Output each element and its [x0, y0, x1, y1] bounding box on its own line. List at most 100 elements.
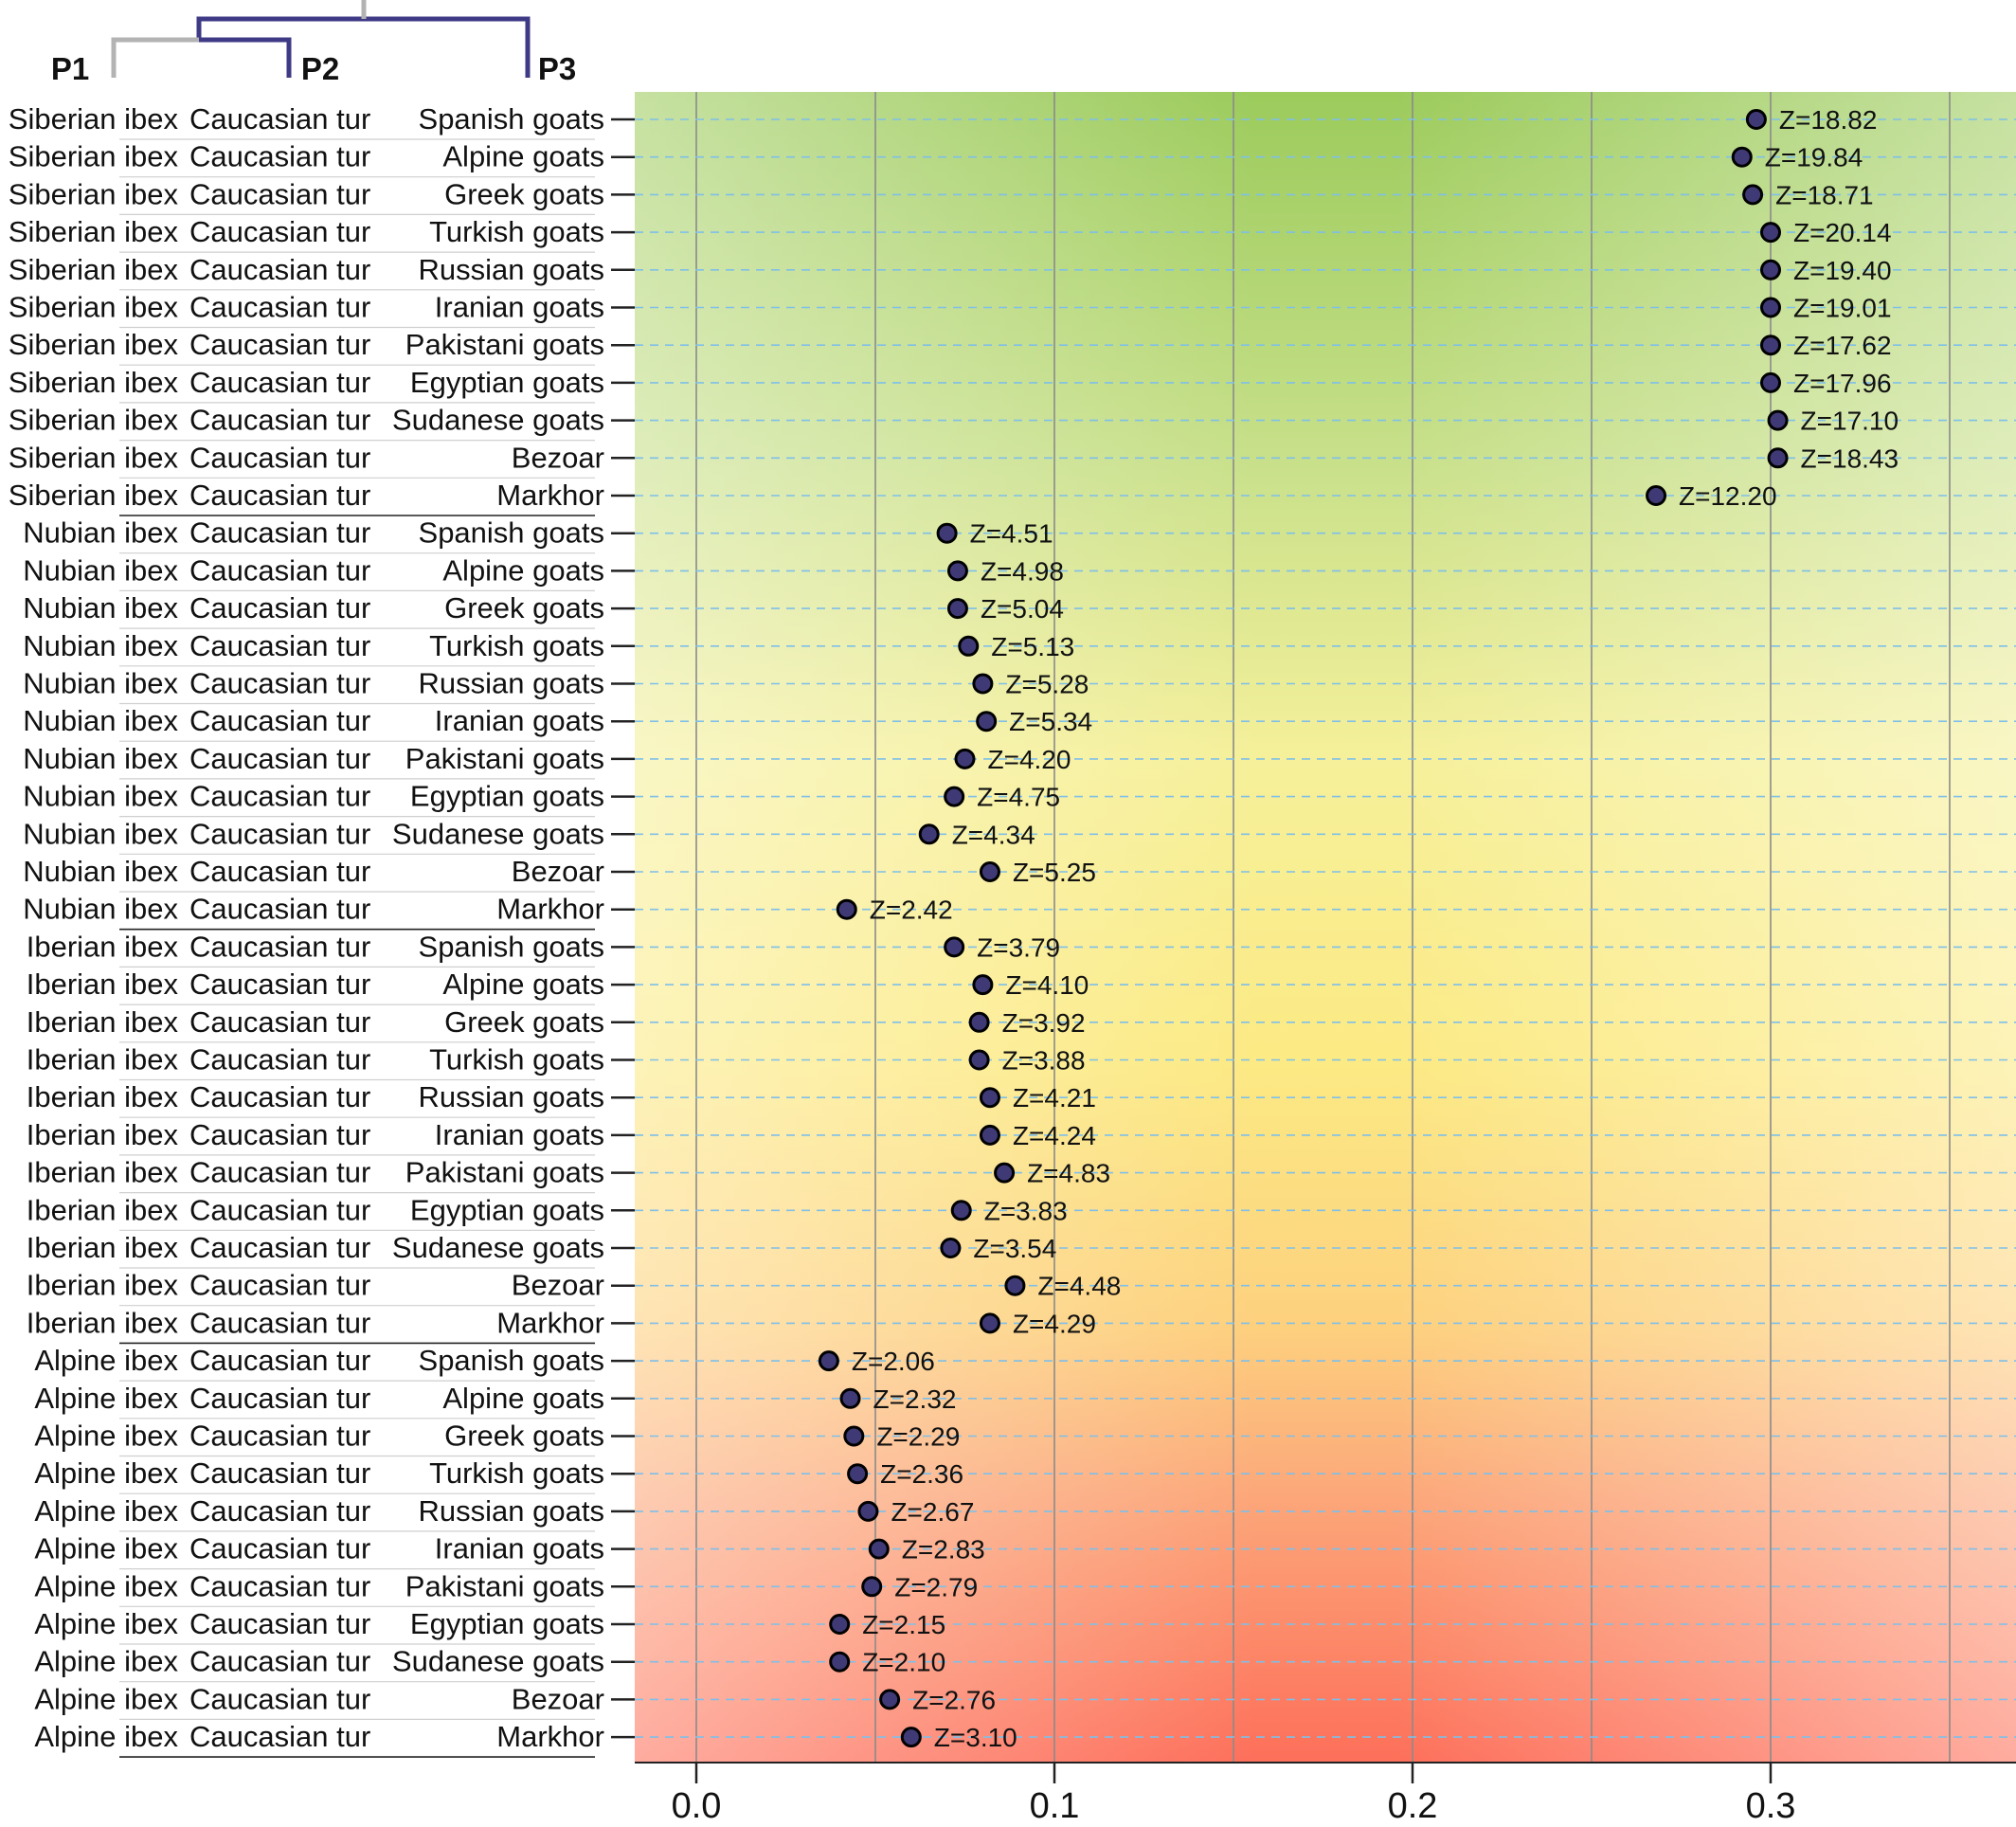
row-label-p3: Greek goats — [444, 1420, 604, 1453]
z-score-label: Z=4.20 — [988, 745, 1071, 774]
x-axis: 0.0 0.1 0.2 0.3 — [635, 1762, 2016, 1826]
row-label-p1: Nubian ibex — [23, 629, 178, 662]
data-point — [1767, 409, 1789, 431]
z-score-label: Z=20.14 — [1793, 218, 1892, 247]
z-score-label: Z=5.04 — [981, 594, 1064, 624]
row-label-p1: Iberian ibex — [27, 968, 179, 1001]
z-score-label: Z=18.71 — [1775, 180, 1874, 209]
data-point — [979, 1124, 1000, 1146]
row-label-p1: Iberian ibex — [27, 1118, 179, 1151]
row-label-p3: Pakistani goats — [405, 1569, 604, 1602]
x-tick-label: 0.3 — [1746, 1786, 1796, 1826]
row-label-p3: Sudanese goats — [392, 817, 604, 850]
data-point — [1760, 297, 1781, 318]
row-label-p1: Siberian ibex — [9, 366, 179, 399]
row-label-p1: Iberian ibex — [27, 1043, 179, 1076]
z-score-label: Z=5.34 — [1009, 707, 1092, 736]
row-label-p3: Sudanese goats — [392, 404, 604, 437]
row-label-p2: Caucasian tur — [189, 1494, 370, 1528]
row-label-p1: Siberian ibex — [9, 404, 179, 437]
row-label-p2: Caucasian tur — [189, 1720, 370, 1753]
row-label-p3: Markhor — [496, 479, 604, 512]
row-label-p1: Alpine ibex — [34, 1645, 178, 1678]
row-label-p3: Turkish goats — [429, 1456, 604, 1490]
z-score-label: Z=3.54 — [973, 1234, 1056, 1263]
row-label-p1: Nubian ibex — [23, 742, 178, 775]
x-tick-label: 0.0 — [672, 1786, 722, 1826]
data-point — [979, 1087, 1000, 1109]
row-label-p2: Caucasian tur — [189, 1420, 370, 1453]
z-score-label: Z=2.10 — [862, 1648, 945, 1677]
row-label-p1: Nubian ibex — [23, 667, 178, 700]
row-label-p1: Iberian ibex — [27, 1080, 179, 1113]
row-label-p2: Caucasian tur — [189, 1193, 370, 1226]
row-label-p2: Caucasian tur — [189, 817, 370, 850]
row-label-p3: Bezoar — [512, 1269, 604, 1302]
data-point — [944, 786, 965, 807]
row-label-p3: Markhor — [496, 893, 604, 926]
data-point — [1731, 146, 1753, 168]
row-label-p3: Bezoar — [512, 1682, 604, 1715]
row-label-p3: Greek goats — [444, 1005, 604, 1039]
row-labels: Siberian ibex Caucasian tur Spanish goats S… — [9, 102, 604, 1758]
data-point — [839, 1387, 861, 1409]
z-score-label: Z=2.67 — [891, 1497, 974, 1527]
row-label-p1: Siberian ibex — [9, 215, 179, 248]
data-point — [1742, 184, 1764, 206]
row-label-p1: Nubian ibex — [23, 553, 178, 587]
row-label-p3: Alpine goats — [442, 1382, 604, 1415]
data-point — [1760, 222, 1781, 244]
row-label-p2: Caucasian tur — [189, 893, 370, 926]
row-label-p2: Caucasian tur — [189, 404, 370, 437]
row-label-p1: Alpine ibex — [34, 1456, 178, 1490]
data-point — [950, 1200, 972, 1221]
data-point — [818, 1350, 839, 1372]
row-label-p1: Nubian ibex — [23, 817, 178, 850]
row-label-p3: Egyptian goats — [410, 1607, 604, 1640]
row-label-p1: Alpine ibex — [34, 1382, 178, 1415]
row-label-p1: Iberian ibex — [27, 1193, 179, 1226]
data-point — [979, 861, 1000, 882]
data-point — [972, 974, 994, 996]
x-tick-label: 0.1 — [1030, 1786, 1080, 1826]
row-label-p3: Spanish goats — [419, 930, 604, 963]
z-score-label: Z=4.24 — [1013, 1121, 1096, 1150]
data-point — [857, 1500, 879, 1522]
row-label-p1: Nubian ibex — [23, 591, 178, 624]
row-label-p3: Iranian goats — [435, 291, 604, 324]
row-label-p2: Caucasian tur — [189, 253, 370, 286]
z-score-label: Z=19.01 — [1793, 294, 1892, 323]
z-score-label: Z=12.20 — [1679, 481, 1777, 511]
background-fade — [635, 92, 2016, 1763]
row-label-p3: Egyptian goats — [410, 1193, 604, 1226]
row-label-p2: Caucasian tur — [189, 1344, 370, 1377]
row-label-p1: Iberian ibex — [27, 1231, 179, 1264]
vertical-gridlines — [695, 92, 1951, 1763]
data-point — [829, 1614, 851, 1635]
z-score-label: Z=17.10 — [1801, 407, 1899, 436]
row-label-p3: Markhor — [496, 1720, 604, 1753]
row-label-p3: Spanish goats — [419, 516, 604, 550]
z-score-label: Z=4.34 — [952, 820, 1035, 849]
row-label-p2: Caucasian tur — [189, 1306, 370, 1339]
row-label-p2: Caucasian tur — [189, 215, 370, 248]
row-label-p1: Alpine ibex — [34, 1420, 178, 1453]
data-point — [900, 1727, 922, 1748]
z-score-label: Z=2.29 — [876, 1422, 960, 1452]
row-label-p2: Caucasian tur — [189, 177, 370, 210]
data-point — [829, 1651, 851, 1673]
row-label-p3: Spanish goats — [419, 102, 604, 136]
row-label-p2: Caucasian tur — [189, 291, 370, 324]
row-label-p2: Caucasian tur — [189, 855, 370, 888]
z-score-label: Z=18.43 — [1801, 443, 1899, 473]
row-label-p3: Greek goats — [444, 591, 604, 624]
row-label-p1: Alpine ibex — [34, 1682, 178, 1715]
data-point — [936, 522, 958, 544]
z-score-label: Z=2.79 — [894, 1572, 978, 1601]
data-point — [868, 1538, 890, 1560]
row-label-p3: Alpine goats — [442, 553, 604, 587]
row-label-p1: Siberian ibex — [9, 140, 179, 173]
row-label-p1: Alpine ibex — [34, 1494, 178, 1528]
row-label-p2: Caucasian tur — [189, 1231, 370, 1264]
